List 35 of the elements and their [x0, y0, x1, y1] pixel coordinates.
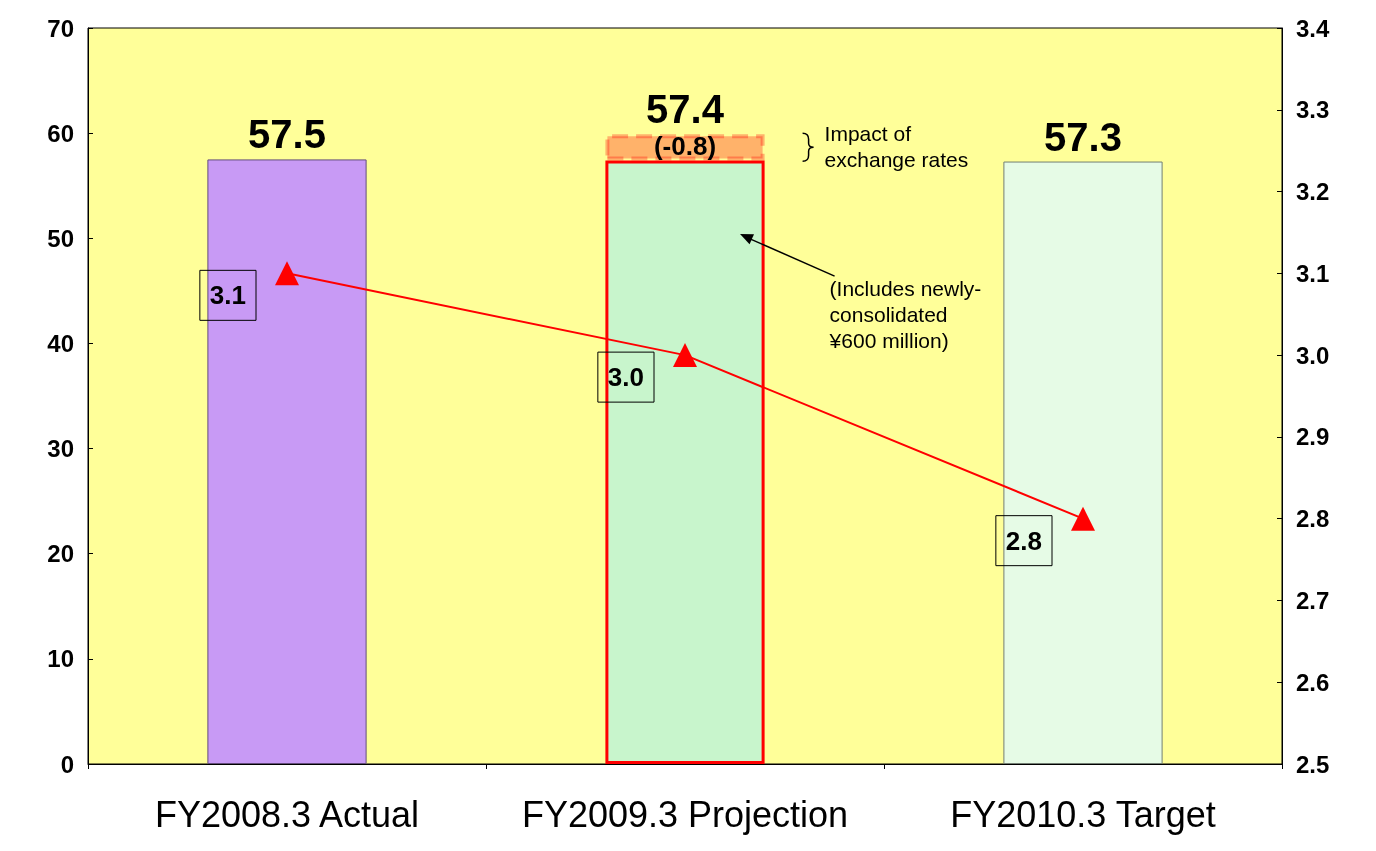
x-tick-label: FY2008.3 Actual	[154, 793, 420, 835]
y2-tick-label: 2.7	[1296, 586, 1330, 614]
data-label: 3.0	[607, 362, 644, 393]
y2-tick-label: 2.8	[1296, 505, 1330, 533]
y-tick-label: 60	[47, 119, 74, 147]
y2-tick-label: 3.0	[1296, 341, 1330, 369]
point	[275, 261, 299, 286]
data-label: 2.8	[1005, 525, 1042, 556]
y-tick-label: 0	[60, 750, 74, 778]
annotation: (Includes newly-consolidated ¥600 million)	[829, 276, 983, 355]
data-label: 57.4	[646, 87, 725, 132]
y-tick-label: 40	[47, 329, 74, 357]
y-tick-label: 50	[47, 224, 74, 252]
annotation: Impact of exchange rates	[824, 121, 970, 174]
y2-tick-label: 2.5	[1296, 750, 1330, 778]
y2-tick-label: 3.1	[1296, 259, 1330, 287]
annotation: (-0.8)	[652, 130, 718, 163]
y-tick-label: 10	[47, 645, 74, 673]
bar	[1003, 161, 1163, 764]
bar	[207, 159, 367, 764]
y-tick-label: 20	[47, 540, 74, 568]
y-tick-label: 70	[47, 14, 74, 42]
data-label: 57.5	[248, 112, 326, 157]
y2-tick-label: 3.3	[1296, 96, 1330, 124]
point	[1071, 506, 1095, 531]
data-label: 57.3	[1044, 114, 1122, 159]
x-tick-label: FY2009.3 Projection	[521, 793, 849, 835]
y2-tick-label: 3.4	[1296, 14, 1331, 42]
y2-tick-label: 2.9	[1296, 423, 1330, 451]
data-label: 3.1	[209, 280, 246, 311]
x-tick-label: FY2010.3 Target	[950, 793, 1216, 835]
y2-tick-label: 3.2	[1296, 178, 1330, 206]
y-tick-label: 30	[47, 435, 74, 463]
point	[673, 343, 697, 368]
y2-tick-label: 2.6	[1296, 668, 1330, 696]
